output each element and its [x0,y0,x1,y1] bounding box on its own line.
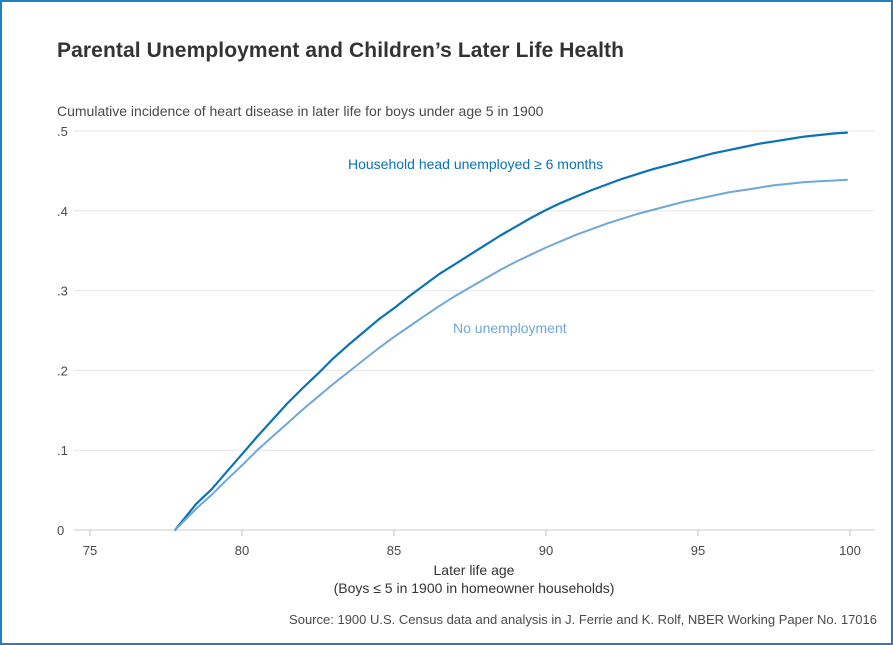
source-note: Source: 1900 U.S. Census data and analys… [289,612,877,627]
series-lines [174,131,849,532]
y-tick-label: .2 [57,363,68,378]
series-labels: Household head unemployed ≥ 6 months No u… [348,156,603,336]
x-tick-label: 100 [839,543,861,558]
series-label-no-unemployment: No unemployment [453,320,567,336]
series-line-no-unemployment [174,178,848,531]
y-tick-label: 0 [57,523,64,538]
x-tick-label: 95 [691,543,705,558]
series-line-unemployed [174,131,849,532]
grid-lines [74,130,875,451]
axes: 0 .1 .2 .3 .4 .5 75 80 85 90 95 100 Later life age (B… [57,124,875,596]
x-tick-label: 75 [83,543,97,558]
x-axis-label: Later life age [434,562,515,578]
y-tick-label: .3 [57,284,68,299]
x-tick-label: 85 [387,543,401,558]
y-tick-label: .4 [57,204,68,219]
chart-subtitle: Cumulative incidence of heart disease in… [57,103,544,119]
chart-title: Parental Unemployment and Children’s Lat… [57,39,625,62]
x-tick-label: 80 [235,543,249,558]
y-tick-label: .5 [57,124,68,139]
series-label-unemployed: Household head unemployed ≥ 6 months [348,156,603,172]
x-tick-label: 90 [539,543,553,558]
x-axis-note: (Boys ≤ 5 in 1900 in homeowner household… [334,580,615,596]
y-tick-label: .1 [57,443,68,458]
